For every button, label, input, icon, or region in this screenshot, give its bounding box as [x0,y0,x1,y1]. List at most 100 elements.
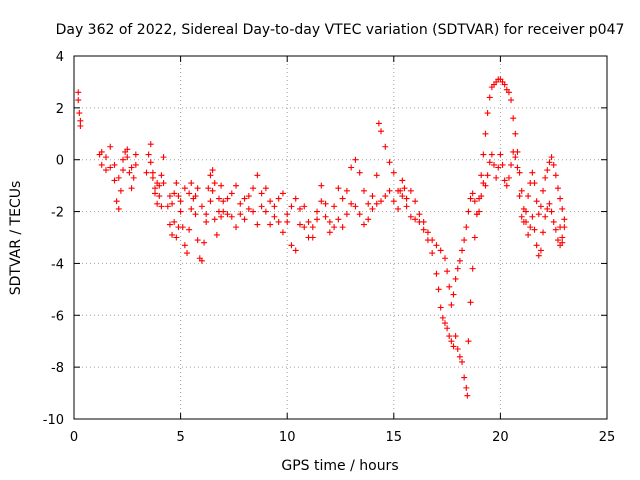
data-point [339,195,346,202]
data-point [177,208,184,215]
data-point [356,169,363,176]
data-point [245,193,252,200]
data-point [175,224,182,231]
data-point [305,234,312,241]
data-point [390,198,397,205]
data-points [75,76,568,399]
data-point [158,203,165,210]
data-point [482,130,489,137]
data-point [284,211,291,218]
data-point [378,128,385,135]
data-point [412,198,419,205]
x-tick-label: 10 [279,430,296,445]
data-point [454,345,461,352]
data-point [446,283,453,290]
data-point [544,205,551,212]
data-point [452,275,459,282]
data-point [437,247,444,254]
data-point [399,193,406,200]
data-point [271,203,278,210]
data-point [288,242,295,249]
data-point [450,291,457,298]
data-point [552,172,559,179]
data-point [224,195,231,202]
data-point [192,211,199,218]
data-point [241,195,248,202]
data-point [480,151,487,158]
data-point [437,304,444,311]
data-point [493,174,500,181]
data-point [130,174,137,181]
data-point [218,182,225,189]
data-point [518,187,525,194]
data-point [518,213,525,220]
data-point [550,218,557,225]
data-point [215,195,222,202]
data-point [497,151,504,158]
data-point [491,161,498,168]
data-point [450,343,457,350]
data-point [205,185,212,192]
x-tick-label: 0 [70,430,78,445]
data-point [439,314,446,321]
data-point [378,198,385,205]
data-point [220,198,227,205]
data-point [514,164,521,171]
data-point [365,216,372,223]
data-point [348,200,355,207]
data-point [399,177,406,184]
data-point [508,97,515,104]
data-point [209,187,216,194]
data-point [102,154,109,161]
data-point [120,156,127,163]
y-tick-label: -10 [43,413,64,428]
data-point [198,203,205,210]
data-point [369,205,376,212]
data-point [177,198,184,205]
data-point [520,218,527,225]
data-point [554,185,561,192]
data-point [296,221,303,228]
data-point [211,216,218,223]
grid-lines [74,56,607,419]
data-point [488,151,495,158]
data-point [186,226,193,233]
data-point [331,203,338,210]
data-point [529,213,536,220]
data-point [147,141,154,148]
x-tick-label: 5 [176,430,184,445]
data-point [499,161,506,168]
data-point [369,193,376,200]
data-point [535,252,542,259]
data-point [186,190,193,197]
data-point [279,229,286,236]
data-point [537,203,544,210]
data-point [207,198,214,205]
data-point [461,374,468,381]
data-point [318,182,325,189]
data-point [548,154,555,161]
data-point [559,234,566,241]
data-point [382,193,389,200]
data-point [147,159,154,166]
data-point [433,242,440,249]
data-point [76,110,83,117]
data-point [107,164,114,171]
data-point [111,161,118,168]
data-point [456,257,463,264]
data-point [386,187,393,194]
data-point [203,211,210,218]
data-point [188,205,195,212]
data-point [484,110,491,117]
data-point [128,185,135,192]
x-tick-label: 25 [599,430,616,445]
data-point [433,270,440,277]
data-point [271,213,278,220]
data-point [213,231,220,238]
data-point [152,190,159,197]
data-point [292,247,299,254]
data-point [279,190,286,197]
data-point [77,117,84,124]
data-point [407,187,414,194]
